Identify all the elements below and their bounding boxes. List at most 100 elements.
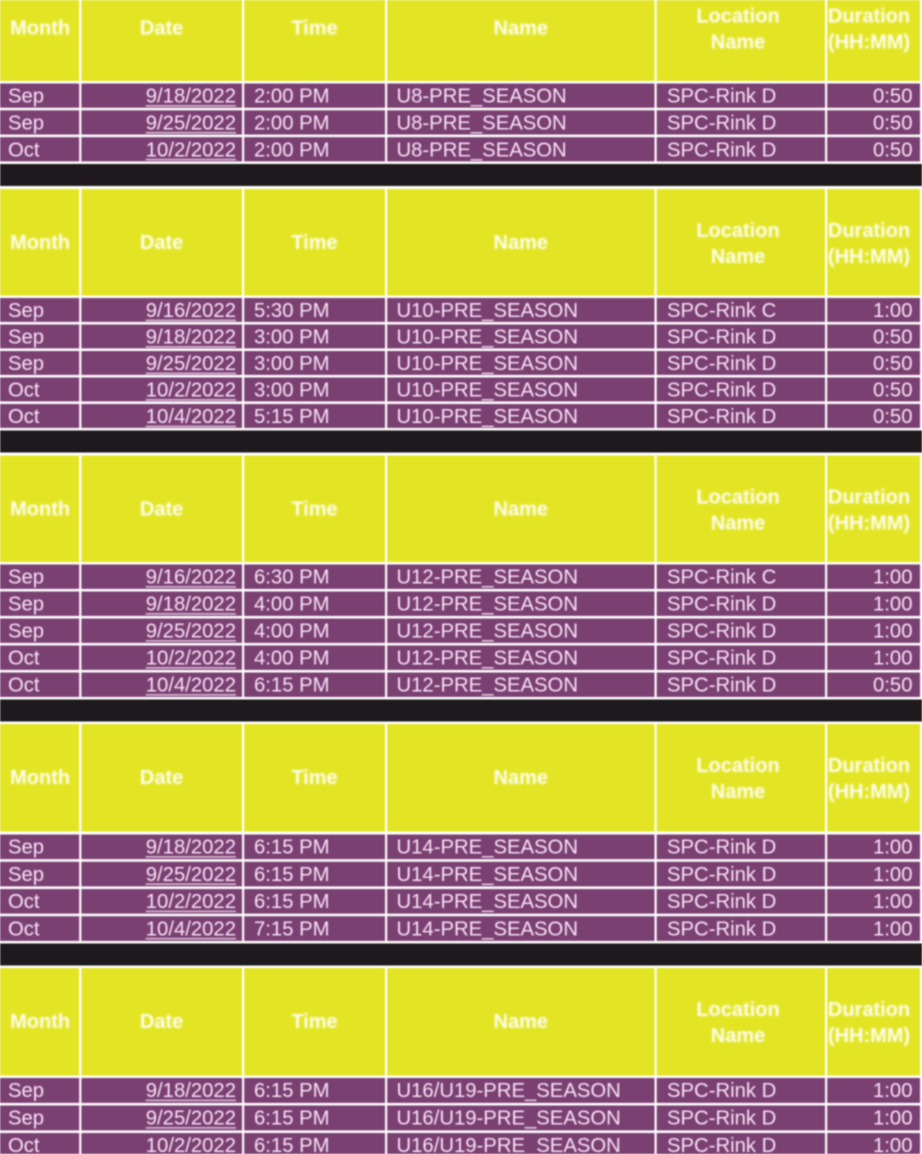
svg-text:Month: Month [10, 232, 70, 254]
svg-text:Oct: Oct [8, 891, 40, 913]
svg-text:Sep: Sep [8, 300, 44, 322]
svg-text:9/25/2022: 9/25/2022 [146, 1108, 236, 1130]
svg-text:Duration: Duration [828, 999, 910, 1021]
svg-text:1:00: 1:00 [873, 1080, 912, 1102]
svg-text:Oct: Oct [8, 648, 40, 670]
svg-text:6:15 PM: 6:15 PM [254, 837, 330, 859]
svg-text:9/25/2022: 9/25/2022 [146, 353, 236, 375]
svg-text:0:50: 0:50 [873, 353, 912, 375]
svg-text:6:15 PM: 6:15 PM [254, 1135, 330, 1154]
svg-text:10/4/2022: 10/4/2022 [146, 406, 236, 428]
svg-text:2:00 PM: 2:00 PM [254, 86, 330, 108]
svg-text:10/2/2022: 10/2/2022 [146, 648, 236, 670]
svg-text:Sep: Sep [8, 621, 44, 643]
svg-text:U10-PRE_SEASON: U10-PRE_SEASON [397, 353, 578, 375]
svg-text:2:00 PM: 2:00 PM [254, 139, 330, 161]
svg-text:6:15 PM: 6:15 PM [254, 891, 330, 913]
svg-text:3:00 PM: 3:00 PM [254, 380, 330, 402]
svg-text:5:15 PM: 5:15 PM [254, 406, 330, 428]
svg-text:10/4/2022: 10/4/2022 [146, 918, 236, 940]
svg-text:U10-PRE_SEASON: U10-PRE_SEASON [397, 327, 578, 349]
svg-text:Time: Time [291, 232, 337, 254]
svg-text:SPC-Rink D: SPC-Rink D [667, 327, 776, 349]
svg-text:Location: Location [696, 220, 779, 242]
svg-text:2:00 PM: 2:00 PM [254, 112, 330, 134]
svg-text:Location: Location [696, 5, 779, 27]
svg-text:9/18/2022: 9/18/2022 [146, 594, 236, 616]
svg-text:1:00: 1:00 [873, 648, 912, 670]
svg-text:Name: Name [494, 767, 548, 789]
svg-text:0:50: 0:50 [873, 380, 912, 402]
svg-text:Name: Name [494, 498, 548, 520]
svg-text:6:15 PM: 6:15 PM [254, 1080, 330, 1102]
svg-text:0:50: 0:50 [873, 86, 912, 108]
svg-text:U10-PRE_SEASON: U10-PRE_SEASON [397, 406, 578, 428]
svg-text:Name: Name [711, 512, 765, 534]
svg-text:1:00: 1:00 [873, 621, 912, 643]
svg-text:Time: Time [291, 498, 337, 520]
svg-text:1:00: 1:00 [873, 300, 912, 322]
svg-text:Duration: Duration [828, 220, 910, 242]
svg-text:Name: Name [711, 781, 765, 803]
svg-text:9/25/2022: 9/25/2022 [146, 621, 236, 643]
svg-text:Duration: Duration [828, 486, 910, 508]
svg-text:SPC-Rink C: SPC-Rink C [667, 567, 776, 589]
svg-text:SPC-Rink D: SPC-Rink D [667, 594, 776, 616]
svg-text:SPC-Rink D: SPC-Rink D [667, 86, 776, 108]
svg-text:U8-PRE_SEASON: U8-PRE_SEASON [397, 86, 567, 108]
svg-text:6:15 PM: 6:15 PM [254, 1108, 330, 1130]
svg-text:Location: Location [696, 755, 779, 777]
svg-text:10/2/2022: 10/2/2022 [146, 1135, 236, 1154]
svg-text:U12-PRE_SEASON: U12-PRE_SEASON [397, 567, 578, 589]
svg-text:9/18/2022: 9/18/2022 [146, 327, 236, 349]
svg-text:Time: Time [291, 1011, 337, 1033]
svg-text:Oct: Oct [8, 1135, 40, 1154]
svg-text:Location: Location [696, 486, 779, 508]
svg-text:U12-PRE_SEASON: U12-PRE_SEASON [397, 594, 578, 616]
svg-text:5:30 PM: 5:30 PM [254, 300, 330, 322]
svg-text:0:50: 0:50 [873, 112, 912, 134]
svg-text:4:00 PM: 4:00 PM [254, 648, 330, 670]
svg-text:Date: Date [140, 767, 183, 789]
svg-text:1:00: 1:00 [873, 837, 912, 859]
svg-text:0:50: 0:50 [873, 406, 912, 428]
svg-text:Date: Date [140, 232, 183, 254]
svg-text:SPC-Rink D: SPC-Rink D [667, 380, 776, 402]
svg-text:U16/U19-PRE_SEASON: U16/U19-PRE_SEASON [397, 1108, 621, 1130]
svg-text:SPC-Rink D: SPC-Rink D [667, 139, 776, 161]
svg-text:1:00: 1:00 [873, 1108, 912, 1130]
svg-text:9/16/2022: 9/16/2022 [146, 567, 236, 589]
svg-text:9/25/2022: 9/25/2022 [146, 864, 236, 886]
svg-text:U16/U19-PRE_SEASON: U16/U19-PRE_SEASON [397, 1080, 621, 1102]
svg-text:Name: Name [494, 1011, 548, 1033]
svg-text:SPC-Rink D: SPC-Rink D [667, 406, 776, 428]
svg-text:Month: Month [10, 767, 70, 789]
svg-text:3:00 PM: 3:00 PM [254, 327, 330, 349]
svg-text:U14-PRE_SEASON: U14-PRE_SEASON [397, 864, 578, 886]
svg-text:6:30 PM: 6:30 PM [254, 567, 330, 589]
svg-text:1:00: 1:00 [873, 594, 912, 616]
svg-text:U10-PRE_SEASON: U10-PRE_SEASON [397, 380, 578, 402]
svg-text:U10-PRE_SEASON: U10-PRE_SEASON [397, 300, 578, 322]
svg-text:Oct: Oct [8, 406, 40, 428]
svg-text:Sep: Sep [8, 1108, 44, 1130]
svg-text:SPC-Rink D: SPC-Rink D [667, 112, 776, 134]
svg-text:Oct: Oct [8, 380, 40, 402]
svg-text:Date: Date [140, 17, 183, 39]
svg-text:SPC-Rink D: SPC-Rink D [667, 621, 776, 643]
svg-text:U8-PRE_SEASON: U8-PRE_SEASON [397, 139, 567, 161]
svg-text:Time: Time [291, 767, 337, 789]
svg-text:SPC-Rink D: SPC-Rink D [667, 1080, 776, 1102]
svg-text:Location: Location [696, 999, 779, 1021]
svg-text:7:15 PM: 7:15 PM [254, 918, 330, 940]
svg-text:U12-PRE_SEASON: U12-PRE_SEASON [397, 621, 578, 643]
svg-text:U16/U19-PRE_SEASON: U16/U19-PRE_SEASON [397, 1135, 621, 1154]
svg-text:U12-PRE_SEASON: U12-PRE_SEASON [397, 648, 578, 670]
svg-text:(HH:MM): (HH:MM) [828, 781, 910, 803]
svg-text:Sep: Sep [8, 327, 44, 349]
svg-text:Sep: Sep [8, 864, 44, 886]
svg-text:Sep: Sep [8, 1080, 44, 1102]
svg-text:1:00: 1:00 [873, 918, 912, 940]
svg-text:Name: Name [711, 31, 765, 53]
svg-text:U14-PRE_SEASON: U14-PRE_SEASON [397, 837, 578, 859]
